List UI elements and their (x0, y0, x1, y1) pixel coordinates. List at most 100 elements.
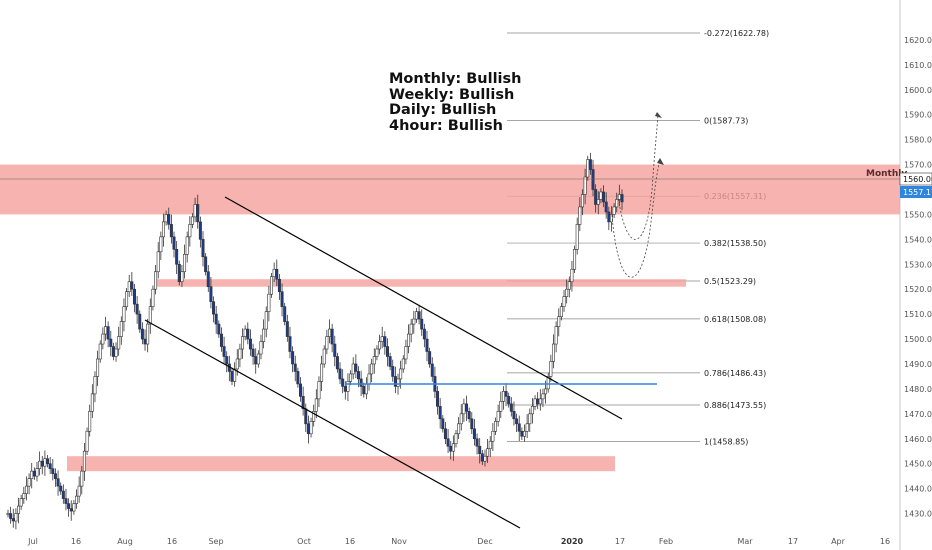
candle-230 (612, 203, 616, 219)
price-tick-1540: 1540.00 (904, 235, 932, 244)
candle-138 (370, 358, 374, 383)
candle-79 (214, 305, 218, 334)
candle-218 (580, 189, 584, 216)
candle-125 (335, 352, 339, 373)
candle-139 (372, 348, 376, 374)
candle-29 (82, 442, 86, 481)
candle-163 (436, 386, 440, 415)
candle-45 (125, 287, 129, 311)
last-price-tag: 1560.00 (899, 172, 932, 186)
annotation-weekly: Weekly: Bullish (389, 86, 515, 103)
candle-147 (393, 366, 397, 394)
candle-69 (188, 216, 192, 247)
candle-141 (378, 334, 382, 355)
price-axis: 1430.00 1440.00 1450.00 1460.00 1470.00 1480.… (899, 0, 932, 550)
candle-153 (409, 318, 413, 343)
candle-90 (243, 325, 247, 341)
time-tick-12: Mar (737, 537, 753, 546)
fib-label-0: -0.272(1622.78) (704, 29, 769, 38)
candle-115 (309, 417, 313, 438)
candle-177 (472, 419, 476, 446)
candle-110 (296, 367, 300, 388)
candle-206 (549, 354, 553, 382)
candle-80 (217, 320, 221, 338)
candle-219 (583, 168, 587, 205)
candle-201 (536, 392, 540, 410)
candle-122 (327, 319, 331, 344)
candle-217 (578, 197, 582, 232)
candle-200 (533, 395, 537, 411)
candle-152 (407, 324, 411, 354)
low-zone (67, 456, 615, 472)
candle-221 (588, 152, 592, 175)
candle-215 (573, 245, 577, 273)
candle-6 (22, 486, 26, 504)
candle-135 (362, 382, 366, 398)
candle-11 (35, 461, 39, 482)
candle-123 (330, 323, 334, 353)
candle-70 (190, 213, 194, 229)
candle-116 (312, 404, 316, 427)
candle-49 (135, 295, 139, 324)
candle-213 (567, 276, 571, 298)
candle-36 (101, 327, 105, 350)
candle-96 (259, 334, 263, 360)
price-tick-1590: 1590.00 (904, 111, 932, 120)
candle-140 (375, 345, 379, 361)
time-tick-15: 16 (880, 537, 890, 546)
candle-27 (77, 476, 81, 503)
candle-82 (222, 336, 226, 364)
candle-24 (69, 500, 73, 521)
candle-183 (488, 436, 492, 457)
time-tick-14: Apr (831, 537, 846, 546)
candle-143 (383, 331, 387, 355)
time-axis: Jul 16 Aug 16 Sep Oct 16 Nov Dec 2020 17 Feb Mar 17 Ap… (27, 537, 890, 546)
candle-184 (491, 423, 495, 451)
candle-89 (241, 328, 245, 359)
candle-226 (602, 185, 606, 208)
candle-187 (499, 391, 503, 419)
price-tick-1460: 1460.00 (904, 435, 932, 444)
candle-164 (438, 398, 442, 429)
candle-131 (351, 357, 355, 380)
price-tick-1610: 1610.00 (904, 61, 932, 70)
candle-30 (85, 427, 89, 455)
candle-48 (132, 283, 136, 313)
price-tick-1430: 1430.00 (904, 510, 932, 519)
candle-158 (422, 323, 426, 348)
candle-111 (299, 377, 303, 402)
candle-28 (80, 465, 84, 495)
candle-233 (620, 189, 624, 211)
candle-81 (219, 327, 223, 352)
candle-198 (528, 408, 532, 433)
price-tick-1600: 1600.00 (904, 86, 932, 95)
candle-100 (270, 272, 274, 298)
candle-229 (609, 206, 613, 232)
candle-227 (604, 192, 608, 219)
price-tick-1470: 1470.00 (904, 410, 932, 419)
candle-86 (233, 362, 237, 387)
candle-55 (151, 285, 155, 311)
candle-175 (467, 407, 471, 423)
price-tick-1500: 1500.00 (904, 335, 932, 344)
candle-8 (27, 473, 31, 495)
price-tick-1580: 1580.00 (904, 136, 932, 145)
time-tick-4: Sep (208, 537, 223, 546)
time-tick-1: 16 (71, 537, 81, 546)
time-tick-11: Feb (659, 537, 673, 546)
price-tick-1490: 1490.00 (904, 360, 932, 369)
candle-167 (446, 429, 450, 453)
candle-223 (594, 184, 598, 213)
candle-205 (546, 372, 550, 393)
candle-0 (6, 509, 10, 518)
candle-193 (515, 413, 519, 433)
candle-132 (354, 354, 358, 379)
candle-211 (562, 289, 566, 312)
candle-101 (272, 262, 276, 282)
candle-161 (430, 357, 434, 382)
candle-170 (454, 430, 458, 448)
candle-222 (591, 159, 595, 197)
candles-group (6, 152, 624, 530)
candle-202 (538, 389, 542, 411)
